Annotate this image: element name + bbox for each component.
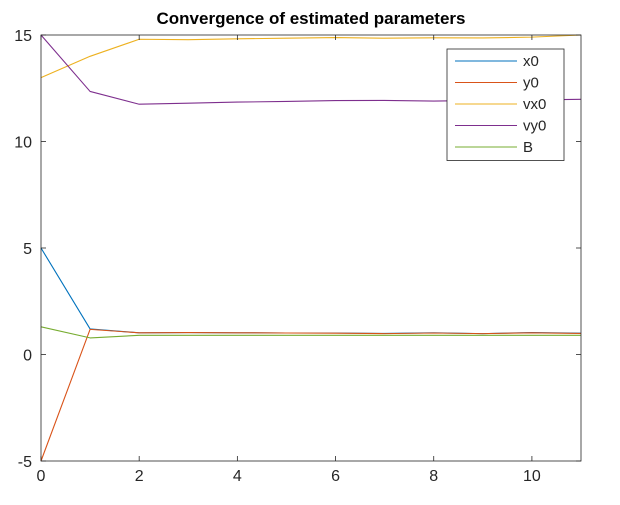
- axes-layer: 0 2 4 6 8 10 -5 0 5 10 15: [14, 28, 582, 485]
- x-tick-label: 10: [523, 468, 541, 485]
- y-tick-label: 10: [14, 135, 32, 152]
- y-tick-label: 15: [14, 28, 32, 45]
- chart-title: Convergence of estimated parameters: [157, 9, 466, 28]
- series-line-y0: [40, 328, 582, 462]
- series-line-B: [40, 326, 581, 339]
- y-tick-label: 5: [23, 241, 32, 258]
- legend-label-y0: y0: [523, 75, 539, 92]
- legend-label-x0: x0: [523, 53, 539, 70]
- y-tick-label: 0: [23, 348, 32, 365]
- x-tick-label: 4: [233, 468, 242, 485]
- x-tick-label: 2: [135, 468, 144, 485]
- series-layer: [40, 34, 582, 462]
- legend-label-B: B: [523, 139, 533, 156]
- legend-label-vx0: vx0: [523, 96, 546, 113]
- series-line-vx0: [40, 34, 582, 79]
- legend: x0 y0 vx0 vy0 B: [446, 48, 565, 161]
- y-tick-label: -5: [18, 454, 32, 471]
- legend-box: [446, 48, 565, 161]
- x-tick-label: 6: [331, 468, 340, 485]
- legend-label-vy0: vy0: [523, 118, 546, 135]
- x-tick-label: 0: [37, 468, 46, 485]
- x-tick-label: 8: [429, 468, 438, 485]
